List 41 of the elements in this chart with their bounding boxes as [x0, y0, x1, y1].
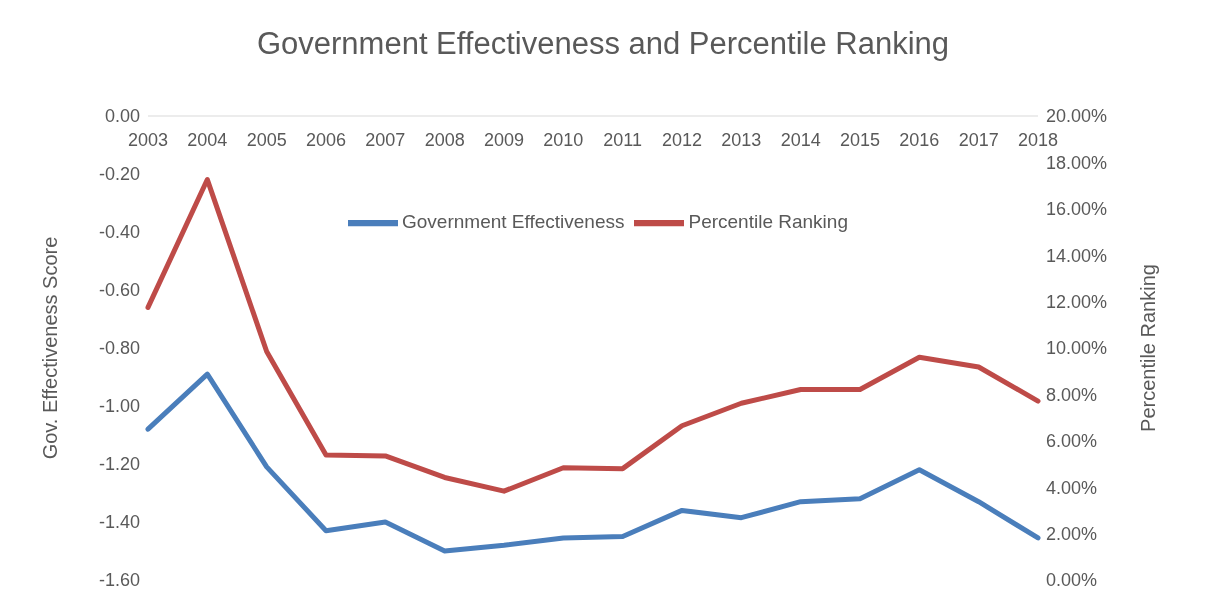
y-tick-label: -1.40: [98, 512, 140, 533]
y-tick-label: -0.20: [98, 164, 140, 185]
x-tick-label: 2010: [543, 130, 584, 150]
y-tick-label: -1.60: [98, 570, 140, 591]
y-tick-label: -1.20: [98, 454, 140, 475]
y-tick-label: -0.40: [98, 222, 140, 243]
y2-tick-label: 16.00%: [1046, 199, 1108, 220]
legend-label: Government Effectiveness: [402, 211, 625, 233]
x-tick-label: 2005: [246, 130, 287, 150]
x-tick-label: 2016: [899, 130, 940, 150]
x-tick-label: 2017: [958, 130, 999, 150]
y-axis-title: Gov. Effectiveness Score: [39, 236, 62, 460]
y-tick-label: -0.80: [98, 338, 140, 359]
y2-tick-label: 2.00%: [1046, 523, 1098, 544]
x-tick-label: 2018: [1017, 130, 1059, 150]
x-tick-label: 2006: [305, 130, 347, 150]
y2-tick-label: 0.00%: [1046, 570, 1098, 591]
y2-tick-label: 4.00%: [1046, 477, 1098, 498]
y2-tick-label: 18.00%: [1046, 152, 1108, 173]
y2-tick-label: 12.00%: [1046, 291, 1108, 312]
y-tick-label: -0.60: [98, 280, 140, 301]
x-tick-label: 2015: [839, 130, 881, 150]
x-tick-label: 2004: [187, 130, 228, 150]
x-tick-label: 2008: [424, 130, 465, 150]
y2-tick-label: 10.00%: [1046, 338, 1108, 359]
x-tick-label: 2009: [483, 130, 525, 150]
x-tick-label: 2003: [127, 130, 169, 150]
chart-title: Government Effectiveness and Percentile Ranking: [255, 26, 951, 62]
y2-tick-label: 14.00%: [1046, 245, 1108, 266]
y2-tick-label: 20.00%: [1046, 106, 1108, 127]
x-tick-label: 2011: [603, 130, 643, 150]
y-tick-label: -1.00: [98, 396, 140, 417]
legend-label: Percentile Ranking: [688, 211, 848, 233]
y2-tick-label: 8.00%: [1046, 384, 1098, 405]
x-tick-label: 2013: [721, 130, 762, 150]
x-tick-label: 2014: [780, 130, 821, 150]
y2-tick-label: 6.00%: [1046, 431, 1098, 452]
x-tick-label: 2007: [365, 130, 406, 150]
y2-axis-title: Percentile Ranking: [1137, 264, 1160, 432]
y-tick-label: 0.00: [104, 106, 140, 127]
x-tick-label: 2012: [661, 130, 703, 150]
